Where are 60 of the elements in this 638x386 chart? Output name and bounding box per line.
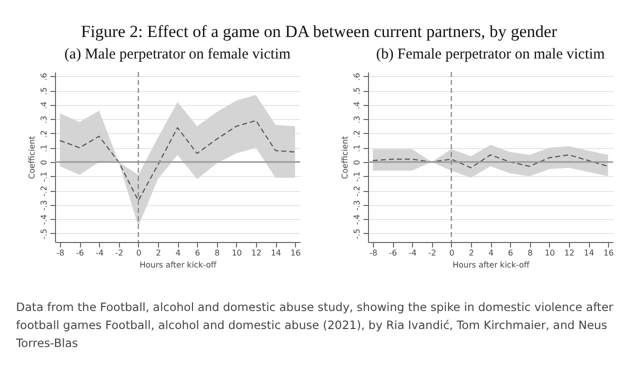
x-tick-label: -4 <box>96 248 104 258</box>
x-tick-label: 6 <box>195 248 200 258</box>
y-tick-label: .4 <box>352 102 362 110</box>
y-tick-label: .5 <box>352 87 362 95</box>
y-tick-label: .6 <box>352 72 362 81</box>
y-tick-label: .1 <box>352 144 362 152</box>
chart-title: (a) Male perpetrator on female victim <box>64 46 291 62</box>
x-tick-label: -8 <box>56 248 64 258</box>
line-series <box>59 120 296 202</box>
x-tick-label: -6 <box>76 248 84 258</box>
line-series <box>372 154 609 168</box>
x-tick-label: 2 <box>468 248 474 258</box>
y-tick-label: -.2 <box>40 186 48 196</box>
text: Data from the Football, alcohol and domestic abuse study, showing the spike in domestic violence after football games Football, alcohol and domestic abuse (2021), by Ria Ivandić, Tom Kirchmaier, and Neus Torres-Blas <box>15 299 614 352</box>
x-tick-label: 2 <box>156 248 161 258</box>
y-tick-label: .3 <box>40 116 48 124</box>
x-tick-label: 6 <box>508 248 514 258</box>
x-tick-label: 16 <box>290 248 301 258</box>
y-tick-label: 0 <box>352 160 362 166</box>
y-tick-label: -.5 <box>40 228 48 240</box>
y-tick-label: .5 <box>40 87 48 95</box>
x-tick-label: -2 <box>428 248 436 258</box>
chart-title: (b) Female perpetrator on male victim <box>376 46 606 62</box>
x-tick-label: 14 <box>584 248 594 258</box>
x-tick-label: -2 <box>115 248 124 258</box>
x-tick-label: 4 <box>488 248 494 258</box>
y-axis-title: Coefficient <box>28 136 36 179</box>
y-tick-label: -.1 <box>40 172 48 182</box>
y-tick-label: .3 <box>352 116 362 124</box>
y-tick-label: -.4 <box>40 214 48 225</box>
x-axis-title: Hours after kick-off <box>452 260 530 270</box>
y-tick-label: .2 <box>40 130 48 138</box>
y-tick-label: .1 <box>40 144 48 152</box>
x-tick-label: 8 <box>528 248 533 258</box>
x-tick-label: 10 <box>544 248 555 258</box>
x-tick-label: 4 <box>175 248 181 258</box>
y-axis-title: Coefficient <box>340 136 350 179</box>
x-tick-label: 10 <box>232 248 242 258</box>
y-tick-label: -.2 <box>352 186 362 196</box>
caption: Figure 2: Effect of a game on DA between current partners, by gender <box>80 21 558 43</box>
y-tick-label: .6 <box>40 72 48 81</box>
x-tick-label: -4 <box>408 248 417 258</box>
y-tick-label: -.4 <box>352 214 362 225</box>
y-tick-label: .2 <box>352 130 362 138</box>
x-axis-title: Hours after kick-off <box>140 260 217 270</box>
x-tick-label: 12 <box>564 248 574 258</box>
x-tick-label: 8 <box>214 248 220 258</box>
y-tick-label: -.5 <box>352 228 362 240</box>
x-tick-label: -6 <box>389 248 397 258</box>
y-tick-label: 0 <box>40 160 48 166</box>
x-tick-label: 12 <box>251 248 262 258</box>
x-tick-label: 0 <box>136 248 142 258</box>
x-tick-label: -8 <box>369 248 378 258</box>
y-tick-label: -.3 <box>40 200 48 211</box>
x-tick-label: 16 <box>604 248 614 258</box>
x-tick-label: 14 <box>270 248 282 258</box>
y-tick-label: -.3 <box>352 200 362 211</box>
x-tick-label: 0 <box>449 248 454 258</box>
y-tick-label: .4 <box>40 102 48 110</box>
y-tick-label: -.1 <box>352 172 362 182</box>
